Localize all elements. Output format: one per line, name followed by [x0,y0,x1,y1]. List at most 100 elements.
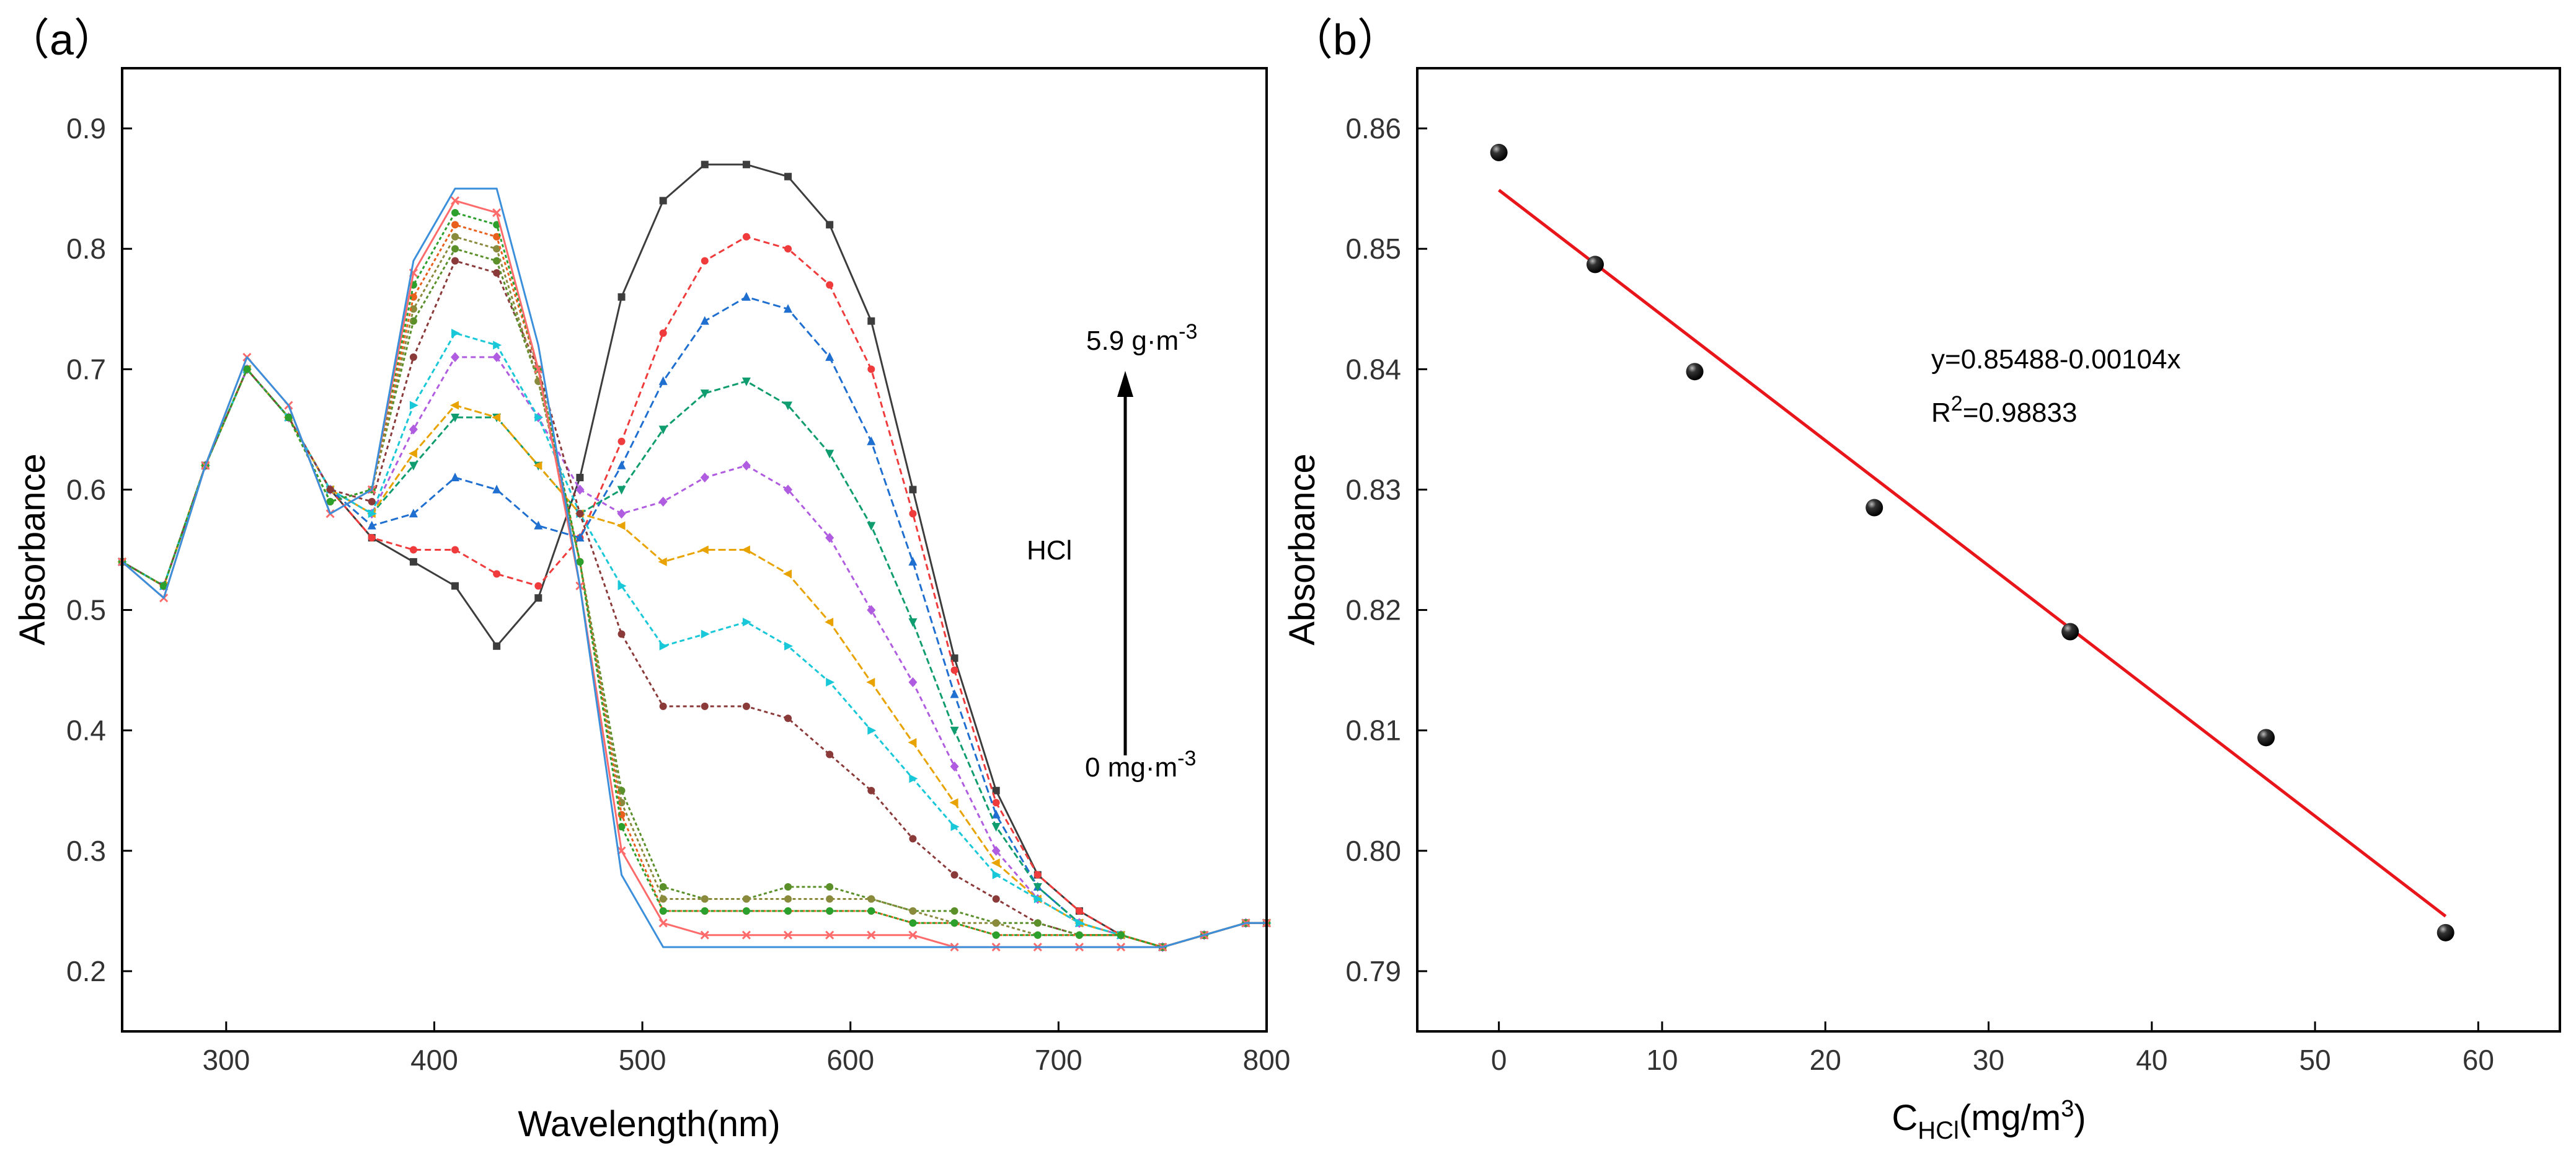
data-point-s3 [784,304,793,313]
annotation-arrow-head [1117,371,1133,397]
panel-b-x-tick-label: 20 [1810,1044,1841,1076]
data-point-s2 [451,546,459,554]
data-point-s7 [493,340,502,350]
data-point-s3 [950,689,959,698]
data-point-s2 [950,666,958,674]
annotation-top-concentration: 5.9 g·m-3 [1086,320,1197,356]
data-point-s6 [783,569,792,579]
panel-b-y-ticks: 0.79 0.80 0.81 0.82 0.83 0.84 0.85 0.86 [1345,112,1427,987]
data-point-s6 [949,798,958,807]
data-point-s7 [784,641,794,651]
series-line-s6 [122,368,1267,948]
data-point-s5 [451,352,460,362]
data-point-s8 [493,269,501,277]
data-point-s8 [742,702,750,710]
scatter-point [1490,143,1508,161]
data-point-s7 [742,617,751,626]
data-point-s4 [867,522,876,531]
data-point-s10 [826,895,834,903]
data-point-s6 [991,858,1000,868]
scatter-point [2437,923,2454,941]
panel-a-y-tick-label: 0.4 [66,714,106,747]
panel-b-y-tick-label: 0.81 [1345,714,1401,747]
data-point-s13 [492,208,502,218]
data-point-s1 [409,558,417,566]
data-point-s1 [826,221,834,229]
data-point-s2 [784,245,792,253]
panel-b-x-tick-label: 50 [2299,1044,2330,1076]
panel-b-x-tick-label: 60 [2463,1044,2494,1076]
data-point-s7 [992,870,1001,879]
data-point-s4 [617,486,626,495]
data-point-s2 [493,570,501,578]
panel-b-x-axis-title: CHCl(mg/m3) [1892,1096,2086,1144]
panel-a-y-axis-title: Absorbance [12,453,53,646]
data-point-s5 [784,484,793,495]
data-point-s2 [1075,907,1083,915]
panel-a-x-tick-label: 700 [1035,1044,1082,1076]
fit-line [1498,189,2447,918]
data-point-s8 [617,630,626,638]
panel-a-x-axis-title: Wavelength(nm) [518,1104,780,1144]
data-point-s5 [700,473,709,483]
data-point-s1 [451,582,459,590]
data-point-s4 [451,413,460,422]
data-point-s6 [492,412,501,422]
panel-b-x-ticks: 0 10 20 30 40 50 60 [1491,1021,2494,1076]
series-s5 [118,352,1271,953]
data-point-s13 [741,930,751,940]
series-s4 [118,365,1271,953]
data-point-s9 [493,257,501,265]
data-point-s7 [950,822,960,831]
panel-a: （a） 300 400 500 600 700 800 0.20.30.40.50.60.… [6,16,1290,1144]
annotation-bottom-concentration: 0 mg·m-3 [1085,747,1196,783]
annotation-hcl-label: HCl [1027,535,1072,566]
data-point-s7 [826,678,835,687]
data-point-s12 [576,558,584,566]
data-point-s3 [991,809,1001,819]
data-point-s1 [742,161,750,169]
data-point-s11 [493,233,501,241]
data-point-s7 [534,412,544,422]
series-s6 [117,365,1270,952]
panel-b-y-tick-label: 0.85 [1345,233,1401,265]
data-point-s8 [326,486,334,494]
data-point-s9 [784,883,792,891]
data-point-s8 [576,510,584,518]
data-point-s5 [991,845,1001,856]
panel-a-label: （a） [6,16,117,64]
data-point-s12 [701,907,709,915]
data-point-s2 [992,799,1000,807]
data-point-s5 [575,484,585,495]
data-point-s9 [659,883,667,891]
data-point-s10 [493,245,501,253]
series-line-s13 [122,200,1267,948]
data-point-s7 [909,774,918,783]
data-point-s1 [909,486,917,494]
data-point-s7 [1033,894,1043,904]
data-point-s1 [701,161,709,169]
data-point-s4 [1033,883,1042,892]
series-line-s1 [122,163,1267,948]
data-point-s12 [1033,931,1042,939]
panel-b-x-tick-label: 40 [2136,1044,2167,1076]
data-point-s4 [409,461,418,471]
data-point-s2 [909,510,917,518]
data-point-s6 [741,545,750,554]
data-point-s12 [826,907,834,915]
data-point-s13 [867,930,876,940]
data-point-s4 [658,425,668,435]
panel-a-y-tick-label: 0.6 [66,473,106,505]
data-point-s8 [784,714,792,723]
panel-a-y-tick-label: 0.8 [66,233,106,265]
data-point-s11 [451,221,459,229]
series-s12 [118,208,1270,951]
panel-a-frame [121,67,1268,1033]
data-point-s2 [867,365,875,373]
data-point-s10 [701,895,709,903]
panel-b: （b） 0 10 20 30 40 50 60 0.790.800.810.820.830.… [1282,16,2561,1144]
panel-a-plot-area [117,161,1272,953]
series-s8 [118,257,1270,951]
data-point-s2 [409,546,417,554]
data-point-s10 [409,305,417,313]
